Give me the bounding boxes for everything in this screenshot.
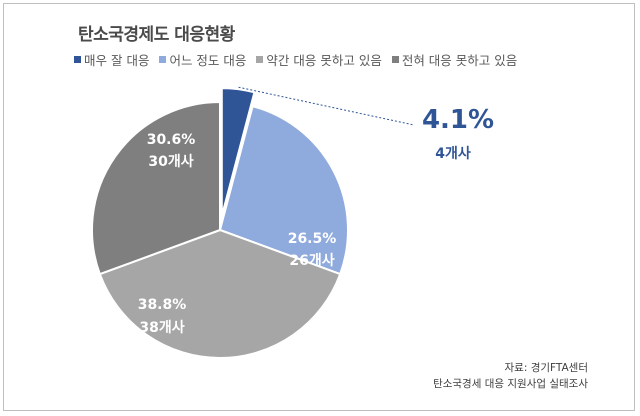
legend-label-1: 매우 잘 대응 — [84, 53, 150, 68]
slice-count-label-very-well: 4개사 — [435, 146, 471, 162]
legend-swatch-2 — [159, 56, 167, 63]
slice-percent-label-very-well: 4.1% — [422, 105, 494, 135]
pie-slice-very-well — [220, 87, 256, 217]
pie-slices — [91, 87, 349, 359]
legend-swatch-3 — [256, 56, 264, 63]
legend-swatch-4 — [391, 56, 399, 63]
chart-title: 탄소국경제도 대응현황 — [78, 25, 235, 45]
legend-swatch-1 — [74, 56, 81, 63]
source-line-1: 자료: 경기FTA센터 — [504, 362, 588, 374]
pie-slice-not-at-all — [91, 100, 221, 276]
slice-count-label-slightly-not: 38개사 — [139, 320, 184, 336]
legend-item-3: 약간 대응 못하고 있음 — [256, 50, 382, 69]
chart-legend: 매우 잘 대응 어느 정도 대응 약간 대응 못하고 있음 전혀 대응 못하고 … — [74, 50, 517, 69]
legend-item-1: 매우 잘 대응 — [74, 50, 149, 69]
slice-percent-label-somewhat: 26.5% — [288, 231, 337, 247]
slice-count-label-not-at-all: 30개사 — [148, 154, 193, 170]
slice-percent-label-slightly-not: 38.8% — [138, 297, 187, 313]
slice-percent-label-not-at-all: 30.6% — [147, 132, 196, 148]
slice-count-label-somewhat: 26개사 — [289, 253, 334, 269]
pie-slice-somewhat — [218, 105, 349, 276]
legend-label-2: 어느 정도 대응 — [169, 53, 247, 68]
source-line-2: 탄소국경세 대응 지원사업 실태조사 — [433, 378, 588, 390]
legend-label-4: 전혀 대응 못하고 있음 — [401, 53, 518, 68]
legend-label-3: 약간 대응 못하고 있음 — [266, 53, 382, 68]
source-note: 자료: 경기FTA센터 탄소국경세 대응 지원사업 실태조사 — [433, 360, 588, 392]
leader-line — [238, 86, 415, 126]
legend-item-4: 전혀 대응 못하고 있음 — [391, 50, 518, 69]
legend-item-2: 어느 정도 대응 — [159, 50, 246, 69]
pie-slice-slightly-not — [98, 228, 342, 359]
